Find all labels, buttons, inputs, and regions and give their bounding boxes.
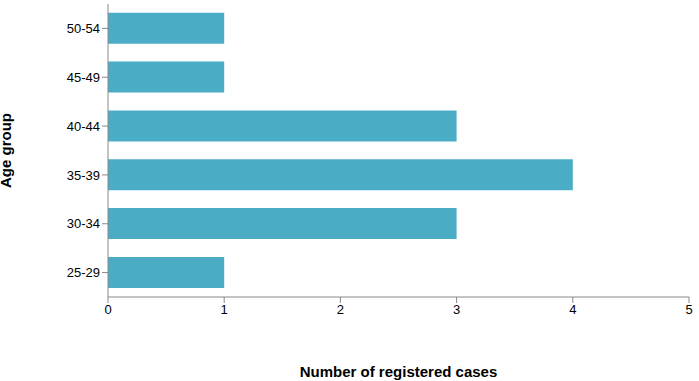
svg-text:1: 1 bbox=[221, 302, 228, 317]
svg-text:3: 3 bbox=[453, 302, 460, 317]
svg-text:35-39: 35-39 bbox=[67, 168, 100, 183]
svg-text:45-49: 45-49 bbox=[67, 70, 100, 85]
svg-text:Number of registered cases: Number of registered cases bbox=[300, 363, 498, 380]
svg-text:Age group: Age group bbox=[8, 113, 14, 188]
svg-text:4: 4 bbox=[569, 302, 576, 317]
svg-text:5: 5 bbox=[685, 302, 691, 317]
svg-text:0: 0 bbox=[104, 302, 111, 317]
svg-text:30-34: 30-34 bbox=[67, 216, 100, 231]
svg-text:2: 2 bbox=[337, 302, 344, 317]
svg-text:40-44: 40-44 bbox=[67, 119, 100, 134]
svg-text:50-54: 50-54 bbox=[67, 21, 100, 36]
svg-text:25-29: 25-29 bbox=[67, 265, 100, 280]
